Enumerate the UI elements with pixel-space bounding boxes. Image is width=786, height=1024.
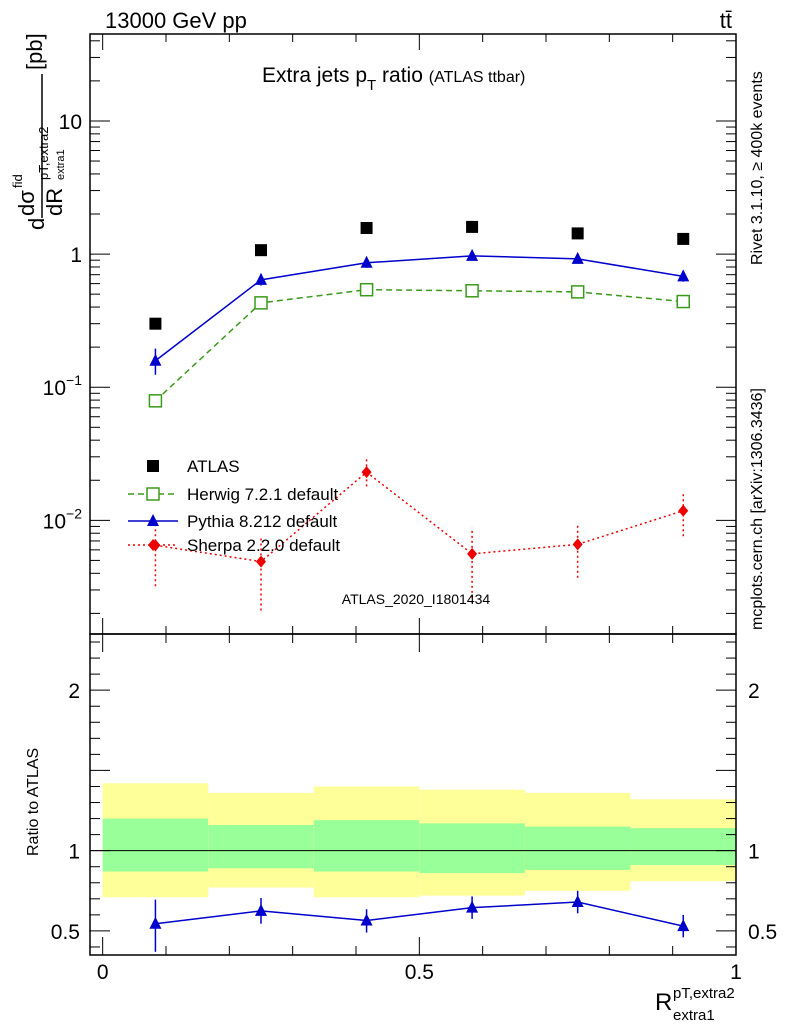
- ratio-pythia-point: [360, 913, 373, 926]
- herwig-point: [676, 294, 690, 309]
- main-y-axis-label: d dσ fid dR pT,extra2 extra1 [pb]: [10, 33, 67, 230]
- y-tick-label: 10−1: [43, 372, 83, 400]
- sherpa-point: [572, 538, 583, 551]
- pythia-point: [360, 255, 373, 268]
- svg-text:extra1: extra1: [673, 1007, 715, 1024]
- y-tick-label: 1: [70, 244, 82, 267]
- sherpa-point: [467, 547, 478, 560]
- herwig-point: [359, 282, 374, 297]
- ratio-pythia-point: [466, 900, 479, 913]
- ratio-y-tick-label-right: 0.5: [748, 921, 777, 944]
- herwig-point: [465, 284, 479, 298]
- legend-label-herwig: Herwig 7.2.1 default: [187, 485, 338, 504]
- rivet-label: Rivet 3.1.10, ≥ 400k events: [749, 71, 766, 265]
- legend-label-sherpa: Sherpa 2.2.0 default: [187, 536, 340, 555]
- header-left: 13000 GeV pp: [105, 8, 247, 33]
- herwig-point: [254, 296, 268, 310]
- herwig-point: [148, 394, 163, 408]
- legend-marker-pythia: [147, 514, 159, 526]
- chart-title-sub: T: [367, 77, 376, 94]
- legend-label-atlas: ATLAS: [187, 457, 240, 476]
- band-green: [419, 823, 525, 874]
- atlas-point: [677, 232, 690, 245]
- sherpa-point: [361, 466, 372, 479]
- svg-text:fid: fid: [10, 174, 25, 188]
- atlas-point: [360, 222, 373, 235]
- svg-text:dσ: dσ: [14, 190, 39, 216]
- ratio-pythia-point: [677, 919, 690, 932]
- ratio-y-tick-label-right: 1: [748, 841, 760, 864]
- sherpa-point: [256, 555, 266, 568]
- atlas-point: [571, 227, 584, 240]
- legend-marker-herwig: [146, 487, 160, 501]
- legend: ATLAS Herwig 7.2.1 default Pythia 8.212 de…: [128, 457, 340, 555]
- svg-text:pT,extra2: pT,extra2: [673, 985, 735, 1002]
- chart-title-tail: ratio: [376, 64, 423, 87]
- svg-text:dR: dR: [42, 188, 67, 216]
- herwig-point: [570, 285, 585, 299]
- band-green: [102, 818, 209, 872]
- mcplots-label: mcplots.cern.ch [arXiv:1306.3436]: [749, 388, 766, 630]
- sherpa-line: [155, 471, 684, 563]
- ratio-y-tick-label-right: 2: [748, 680, 760, 703]
- band-green: [313, 820, 420, 872]
- sherpa-point: [678, 504, 689, 517]
- chart-title-main: Extra jets p: [262, 64, 367, 87]
- atlas-point: [149, 317, 162, 330]
- herwig-line: [154, 288, 684, 402]
- band-green: [630, 828, 736, 866]
- x-axis-label: R pT,extra2 extra1: [655, 985, 735, 1024]
- ratio-pythia-point: [571, 895, 584, 908]
- chart-title: Extra jets pT ratio (ATLAS ttbar): [262, 64, 525, 94]
- y-tick-label: 10: [59, 111, 82, 134]
- legend-marker-sherpa: [148, 539, 158, 551]
- chart-title-note: (ATLAS ttbar): [429, 69, 526, 86]
- pythia-point: [677, 269, 690, 282]
- y-tick-label: 10−2: [43, 505, 83, 533]
- ratio-pythia-point: [255, 903, 267, 916]
- svg-text:[pb]: [pb]: [22, 33, 47, 70]
- ratio-pythia-line: [155, 901, 684, 927]
- pythia-line: [154, 255, 684, 362]
- svg-text:pT,extra2: pT,extra2: [36, 127, 51, 180]
- header-right: tt̄: [720, 8, 732, 33]
- ratio-y-tick-label: 2: [68, 680, 80, 703]
- band-green: [208, 824, 314, 869]
- pythia-point: [255, 272, 267, 285]
- pythia-point: [149, 353, 162, 366]
- legend-marker-atlas: [147, 460, 159, 472]
- pythia-point: [571, 251, 584, 264]
- x-tick-label: 1: [730, 961, 742, 984]
- svg-text:extra1: extra1: [55, 149, 67, 180]
- svg-text:d: d: [24, 218, 49, 230]
- watermark: ATLAS_2020_I1801434: [342, 591, 491, 607]
- pythia-point: [466, 248, 479, 261]
- ratio-y-label: Ratio to ATLAS: [25, 748, 42, 856]
- x-tick-label: 0.5: [405, 961, 434, 984]
- ratio-y-tick-label: 0.5: [51, 921, 80, 944]
- main-panel: 10 1 10−1 10−2 ATLAS Herwig 7.2.1 default Pyth…: [43, 33, 737, 635]
- band-green: [524, 826, 631, 870]
- ratio-panel: 0.5 0.5 1 1 2 2 0 0.5 1: [51, 633, 777, 984]
- atlas-point: [466, 220, 479, 233]
- ratio-frame: [89, 633, 737, 956]
- atlas-point: [255, 244, 267, 257]
- ratio-pythia-point: [149, 916, 162, 929]
- legend-label-pythia: Pythia 8.212 default: [187, 512, 338, 531]
- svg-text:R: R: [655, 989, 672, 1016]
- x-tick-label: 0: [97, 961, 109, 984]
- ratio-y-tick-label: 1: [68, 841, 80, 864]
